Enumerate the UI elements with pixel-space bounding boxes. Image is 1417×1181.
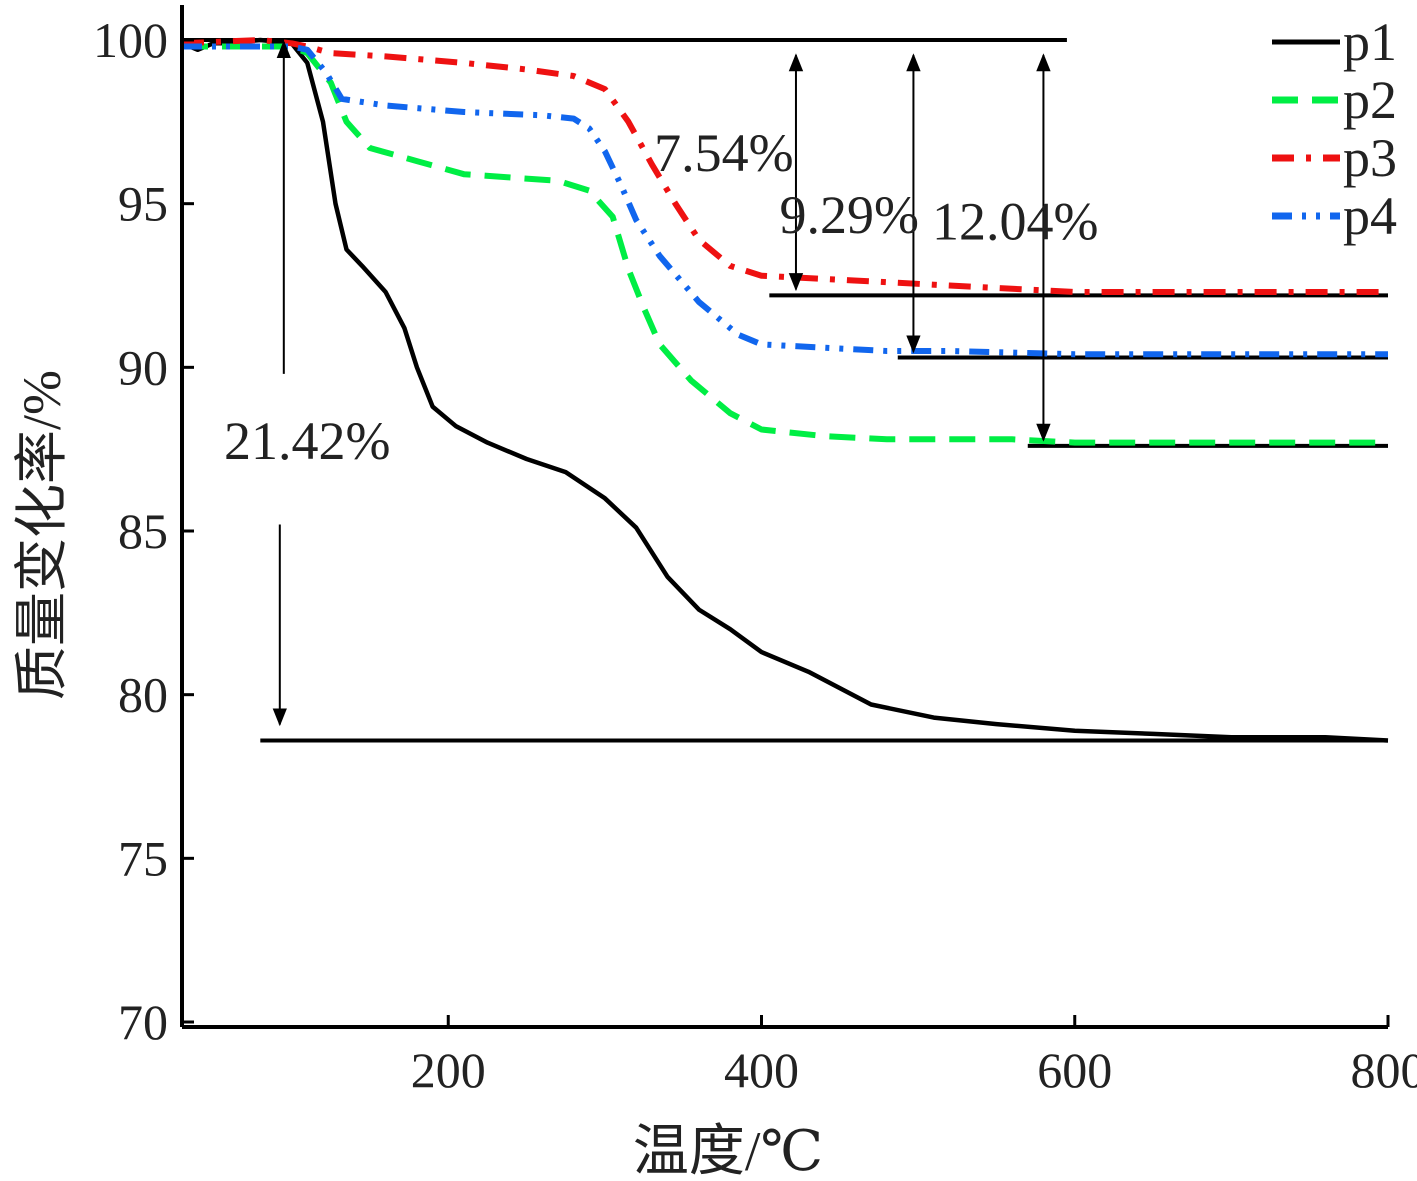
y-tick-label: 80 (118, 667, 168, 723)
x-axis-label: 温度/℃ (633, 1121, 823, 1181)
annotation-label: 7.54% (654, 123, 793, 183)
axes: 70 75 80 85 90 95 100 200 400 600 800 (93, 5, 1417, 1098)
x-tick-label: 400 (724, 1042, 799, 1098)
y-tick-label: 90 (118, 339, 168, 395)
legend-label-p2: p2 (1343, 70, 1397, 130)
reference-lines (182, 38, 1388, 743)
series-layer (181, 37, 1389, 743)
legend-label-p4: p4 (1343, 186, 1397, 246)
annotation-label: 12.04% (932, 192, 1098, 252)
series-line-p4 (182, 43, 1388, 358)
series-line-p3 (181, 37, 1388, 295)
x-tick-label: 600 (1037, 1042, 1112, 1098)
series-line-p1 (181, 37, 1389, 743)
y-tick-label: 95 (118, 176, 168, 232)
y-tick-label: 100 (93, 12, 168, 68)
annotation-label: 9.29% (779, 185, 918, 245)
y-tick-label: 75 (118, 830, 168, 886)
annotation-layer: 21.42% 7.54%9.29% 12.04% (224, 40, 1098, 727)
legend-label-p3: p3 (1343, 128, 1397, 188)
annotation-label: 21.42% (224, 411, 390, 471)
y-tick-label: 70 (118, 994, 168, 1050)
y-axis-label: 质量变化率/% (12, 370, 72, 700)
x-tick-label: 200 (411, 1042, 486, 1098)
x-tick-label: 800 (1351, 1042, 1417, 1098)
series-line-p2 (182, 43, 1388, 446)
y-tick-label: 85 (118, 503, 168, 559)
legend-label-p1: p1 (1343, 12, 1397, 72)
